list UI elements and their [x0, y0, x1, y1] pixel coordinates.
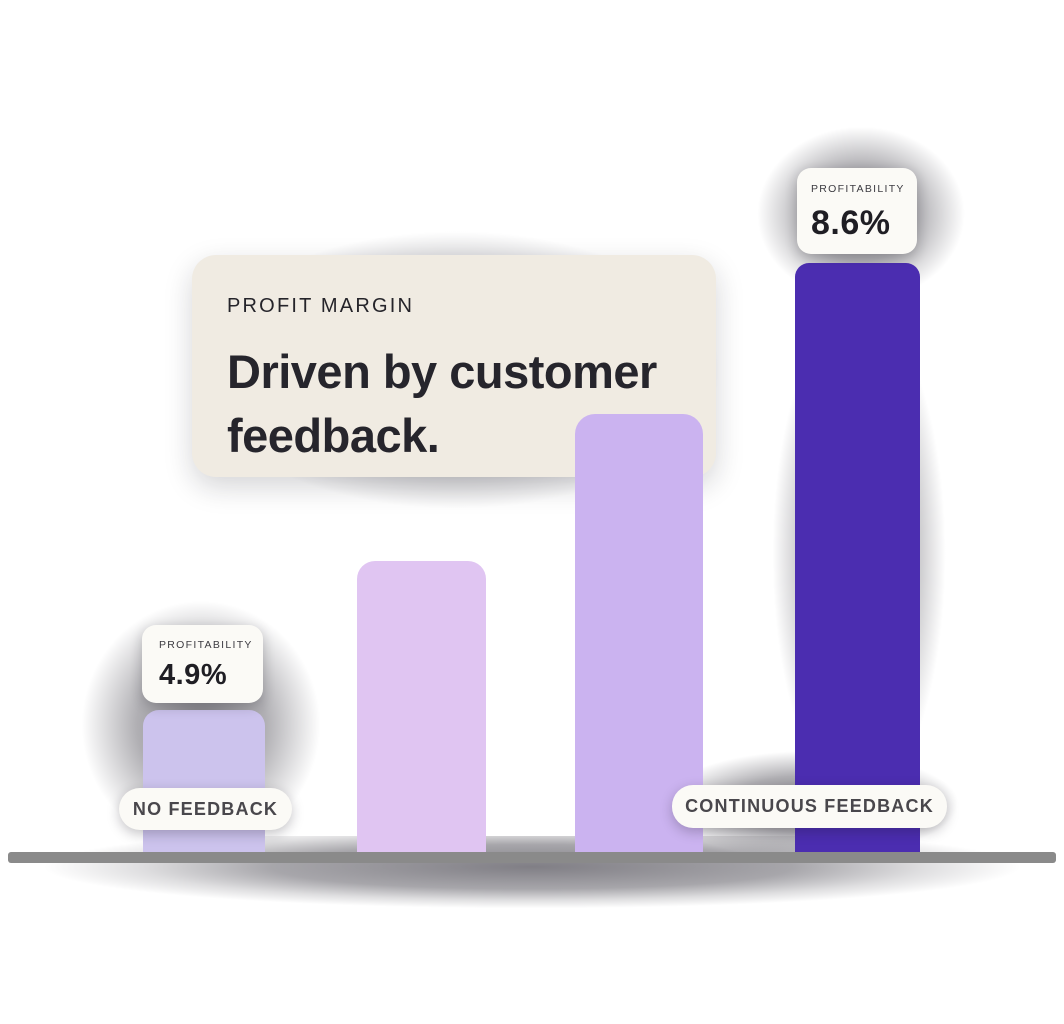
stat-card-continuous-feedback: PROFITABILITY 8.6%: [797, 168, 917, 254]
headline-title-line1: Driven by customer: [227, 345, 657, 398]
stat-value-right: 8.6%: [811, 204, 891, 242]
pill-no-feedback: NO FEEDBACK: [119, 788, 292, 830]
pill-continuous-feedback: CONTINUOUS FEEDBACK: [672, 785, 947, 828]
eyebrow-label: PROFIT MARGIN: [227, 295, 415, 317]
bar-continuous-feedback: [795, 263, 920, 856]
stat-label-right: PROFITABILITY: [811, 183, 905, 195]
chart-baseline: [8, 852, 1056, 863]
headline-card: PROFIT MARGIN Driven by customer feedbac…: [192, 255, 716, 477]
bar-third: [575, 414, 703, 856]
stat-label-left: PROFITABILITY: [159, 639, 253, 651]
bar-second: [357, 561, 486, 856]
bar-no-feedback: [143, 710, 265, 856]
stat-card-no-feedback: PROFITABILITY 4.9%: [142, 625, 263, 703]
stat-value-left: 4.9%: [159, 659, 228, 691]
headline-title-line2: feedback.: [227, 409, 440, 462]
headline-title: Driven by customer feedback.: [227, 340, 682, 468]
